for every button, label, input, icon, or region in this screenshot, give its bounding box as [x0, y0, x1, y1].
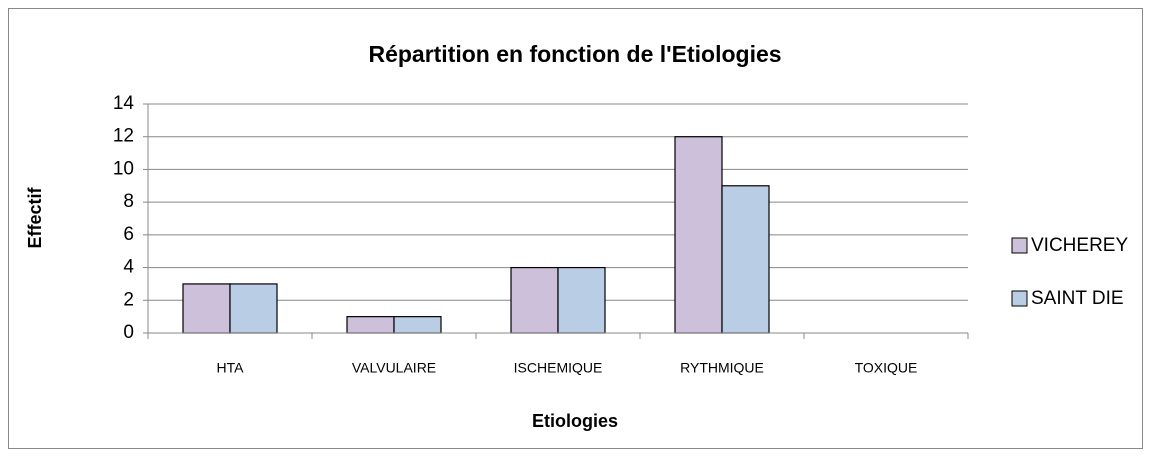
x-tick-label: ISCHEMIQUE — [514, 360, 603, 376]
x-tick-label: TOXIQUE — [855, 360, 918, 376]
legend-label: SAINT DIE — [1031, 288, 1124, 309]
chart-title: Répartition en fonction de l'Etiologies — [368, 41, 781, 67]
y-tick-label: 14 — [113, 93, 135, 114]
legend-swatch — [1011, 290, 1028, 307]
y-tick-label: 2 — [123, 289, 134, 310]
y-tick-label: 6 — [123, 224, 134, 245]
bar — [182, 283, 231, 334]
bar — [346, 316, 395, 334]
x-tick-label: RYTHMIQUE — [680, 360, 764, 376]
x-tick-label: VALVULAIRE — [352, 360, 436, 376]
bar — [229, 283, 278, 334]
x-tick-label: HTA — [217, 360, 245, 376]
bar — [674, 136, 723, 334]
legend-label: VICHEREY — [1031, 235, 1128, 256]
legend-swatch — [1011, 237, 1028, 254]
chart-border — [8, 8, 1143, 449]
bar — [393, 316, 442, 334]
bar — [721, 185, 770, 334]
y-tick-label: 12 — [113, 126, 134, 147]
x-axis-label: Etiologies — [532, 411, 618, 431]
bar — [557, 266, 606, 334]
bar — [510, 266, 559, 334]
y-tick-label: 10 — [113, 158, 134, 179]
y-tick-label: 8 — [123, 191, 134, 212]
y-tick-label: 4 — [123, 257, 134, 278]
y-tick-label: 0 — [123, 322, 134, 343]
y-axis-label: Effectif — [25, 186, 45, 248]
